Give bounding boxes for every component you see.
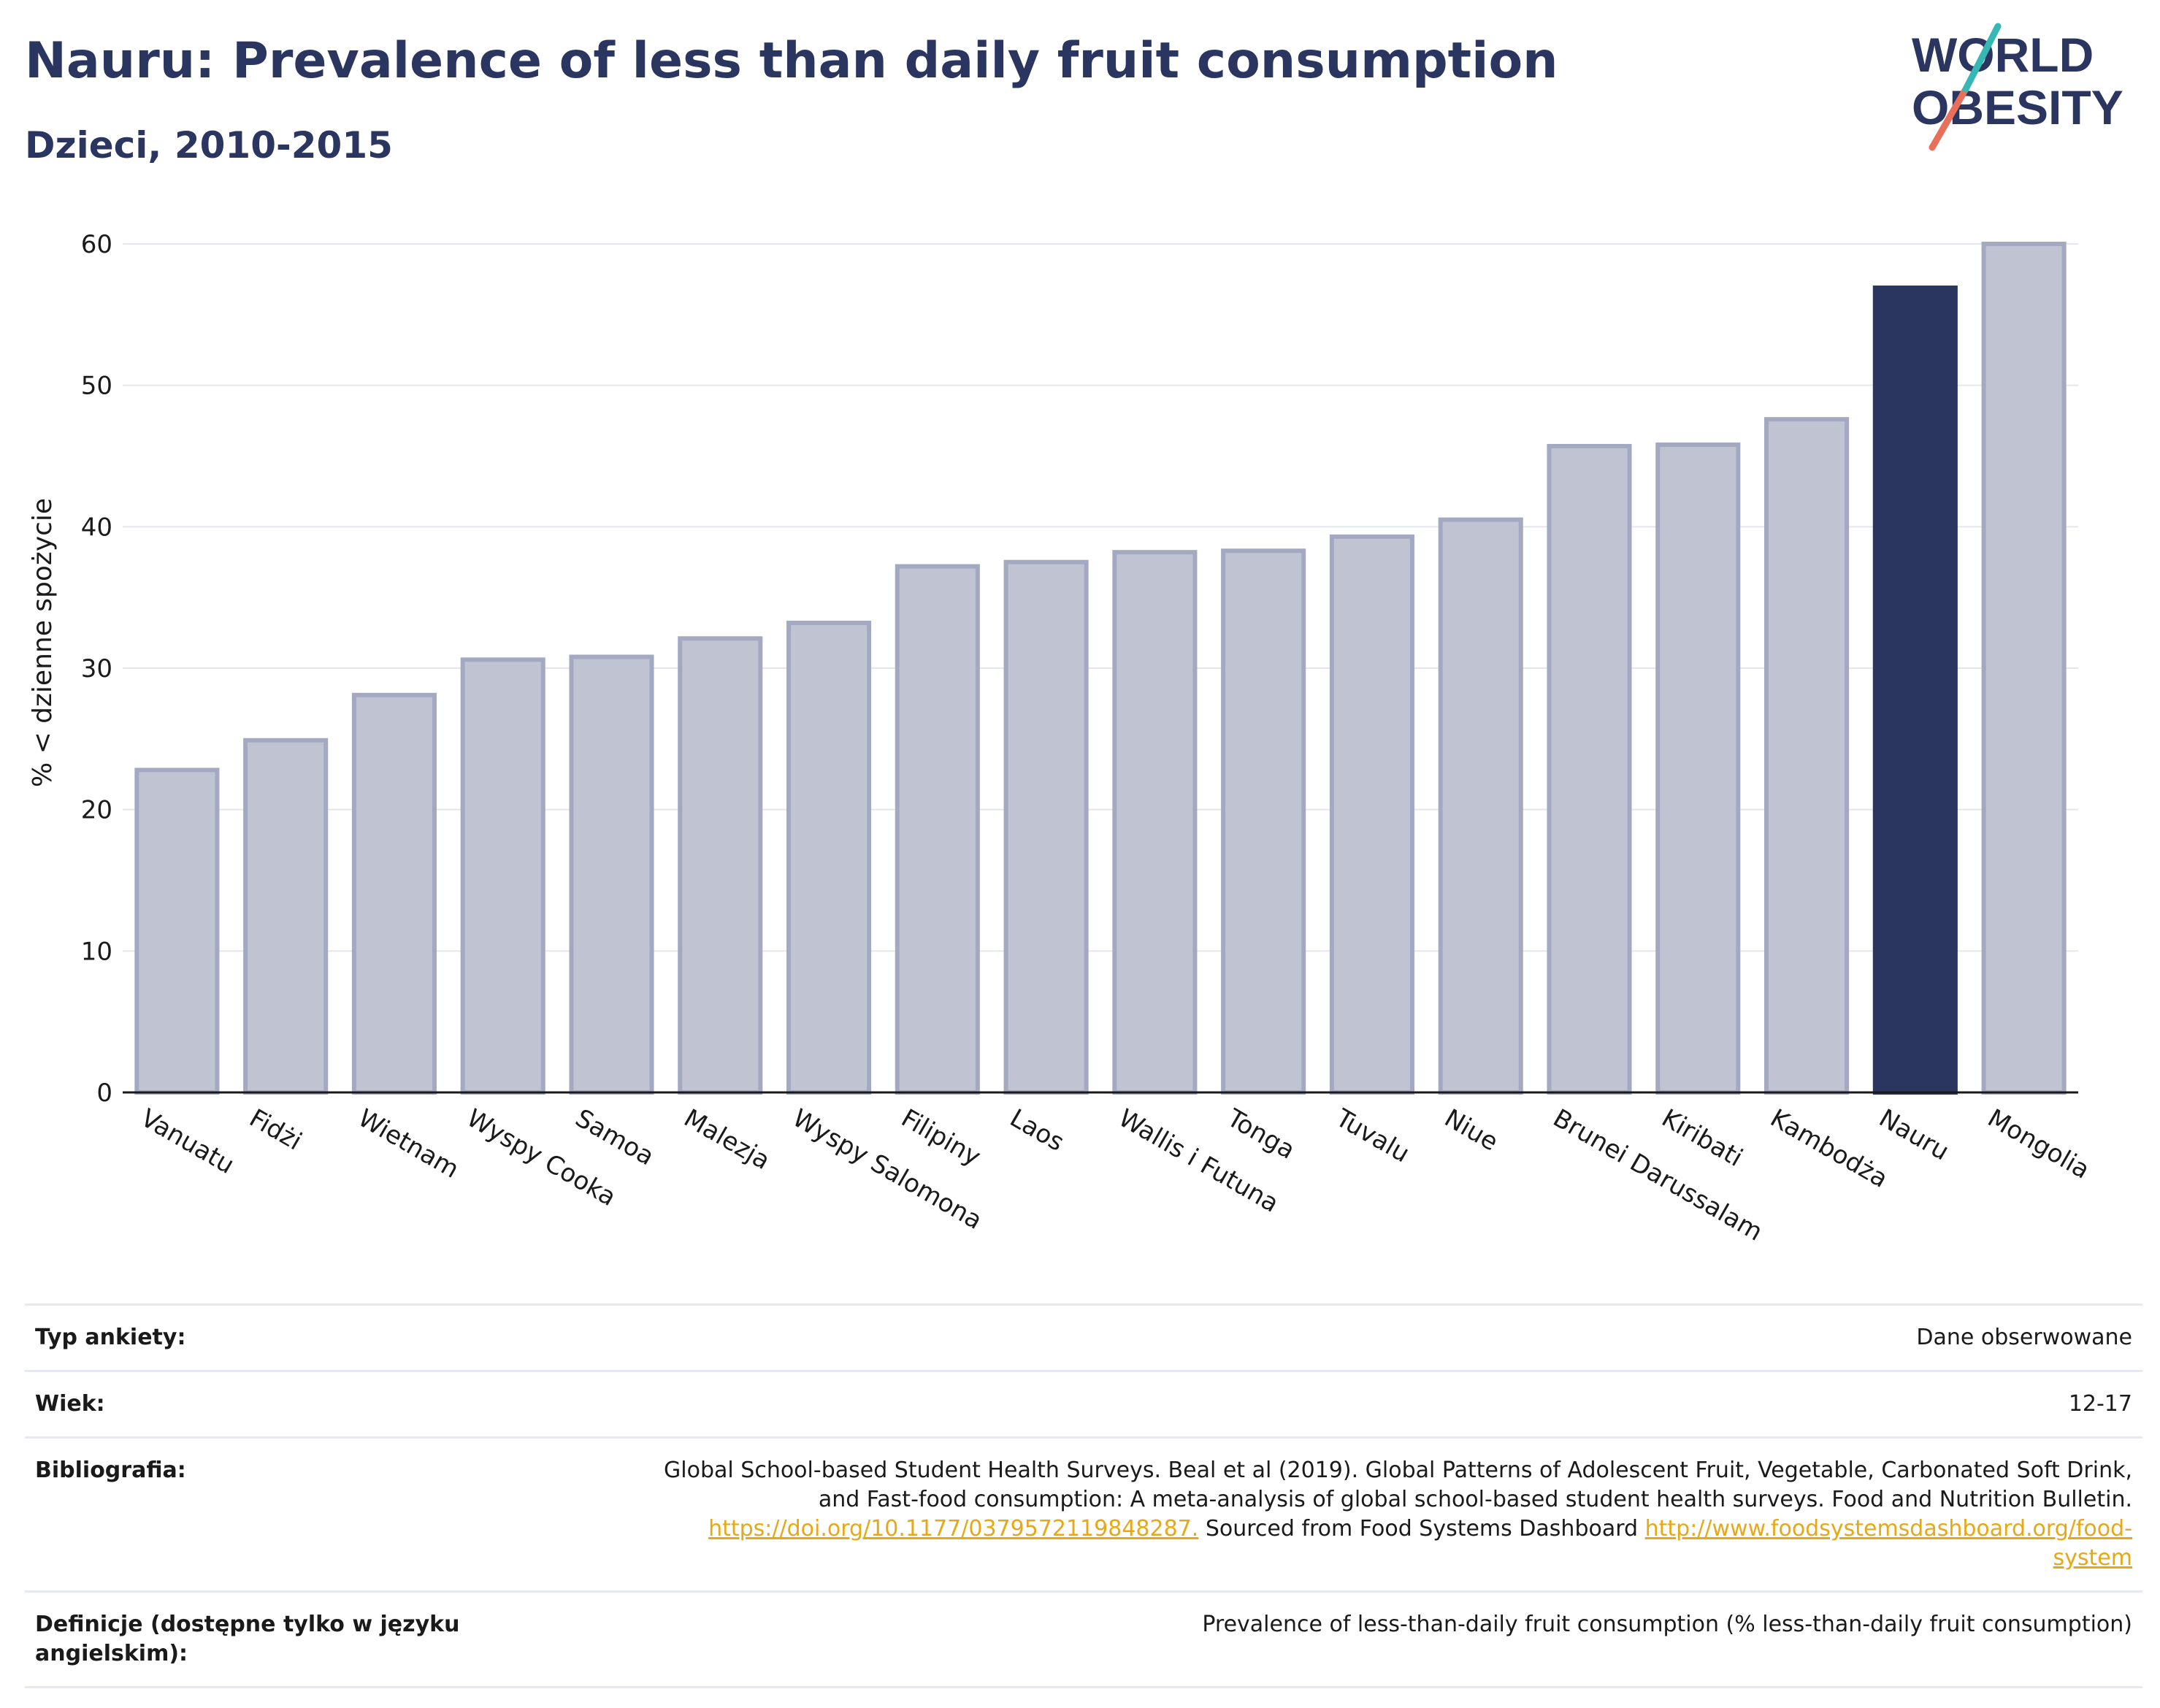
bar-malezja <box>678 636 763 1095</box>
survey-type-row: Typ ankiety: Dane obserwowane <box>25 1303 2142 1370</box>
x-tick-label: Vanuatu <box>136 1103 239 1180</box>
bar-mongolia <box>1981 242 2067 1095</box>
x-tick-label: Kiribati <box>1657 1103 1747 1173</box>
y-tick-label: 30 <box>81 654 112 683</box>
page-subtitle: Dzieci, 2010-2015 <box>25 124 393 166</box>
x-tick-label: Fidżi <box>245 1103 307 1156</box>
x-tick-label: Tuvalu <box>1330 1103 1414 1169</box>
page-title: Nauru: Prevalence of less than daily fru… <box>25 32 1558 90</box>
definitions-value: Prevalence of less-than-daily fruit cons… <box>1202 1612 2132 1637</box>
x-tick-label: Nauru <box>1874 1103 1954 1166</box>
bibliography-label: Bibliografia: <box>35 1458 186 1483</box>
y-axis-label: % < dzienne spożycie <box>28 498 58 787</box>
bar-filipiny <box>895 564 980 1095</box>
definitions-label: Definicje (dostępne tylko w języku angie… <box>35 1612 460 1666</box>
x-tick-label: Brunei Darussalam <box>1548 1103 1767 1247</box>
bar-fidżi <box>243 738 329 1095</box>
bar-vanuatu <box>134 767 220 1095</box>
y-tick-label: 20 <box>81 796 112 825</box>
bar-tuvalu <box>1329 534 1414 1095</box>
x-tick-label: Malezja <box>679 1103 775 1176</box>
world-obesity-logo: WORLD OBESITY <box>1912 23 2123 151</box>
doi-link[interactable]: https://doi.org/10.1177/0379572119848287… <box>708 1516 1199 1542</box>
age-value: 12-17 <box>2068 1391 2132 1417</box>
y-tick-labels: 0 10 20 30 40 50 60 <box>81 230 112 1108</box>
food-systems-link[interactable]: http://www.foodsystemsdashboard.org/food… <box>1644 1516 2132 1542</box>
bibliography-text-2: and Fast-food consumption: A meta-analys… <box>818 1487 2132 1512</box>
bar-wyspy-cooka <box>460 657 545 1095</box>
bibliography-text-3: Sourced from Food Systems Dashboard <box>1198 1516 1645 1542</box>
bar-wietnam <box>351 692 437 1095</box>
x-tick-label: Niue <box>1439 1103 1503 1157</box>
bar-samoa <box>569 654 654 1095</box>
age-label: Wiek: <box>35 1391 105 1417</box>
definitions-row: Definicje (dostępne tylko w języku angie… <box>25 1590 2142 1688</box>
survey-type-label: Typ ankiety: <box>35 1325 186 1350</box>
x-tick-label: Laos <box>1005 1103 1069 1157</box>
logo-slash-red <box>1929 85 1969 151</box>
x-tick-label: Filipiny <box>896 1103 985 1172</box>
x-tick-label: Wietnam <box>353 1103 464 1184</box>
bars <box>134 242 2067 1095</box>
bar-tonga <box>1221 548 1306 1095</box>
bar-kambodża <box>1764 417 1850 1095</box>
logo-line-1: WORLD <box>1912 28 2094 82</box>
bar-wyspy-salomona <box>786 621 872 1095</box>
x-tick-label: Tonga <box>1222 1103 1300 1165</box>
x-tick-label: Mongolia <box>1983 1103 2094 1185</box>
bar-niue <box>1438 517 1523 1095</box>
bibliography-value: Global School-based Student Health Surve… <box>473 1456 2132 1573</box>
age-row: Wiek: 12-17 <box>25 1370 2142 1436</box>
bar-kiribati <box>1655 443 1741 1095</box>
bar-laos <box>1003 559 1089 1095</box>
x-tick-label: Kambodża <box>1766 1103 1893 1194</box>
bar-brunei-darussalam <box>1547 443 1632 1095</box>
survey-type-value: Dane obserwowane <box>1916 1325 2132 1350</box>
y-tick-label: 0 <box>96 1079 112 1108</box>
y-tick-label: 40 <box>81 513 112 542</box>
y-tick-label: 50 <box>81 372 112 401</box>
y-tick-label: 10 <box>81 937 112 966</box>
bar-nauru <box>1872 286 1958 1095</box>
bar-wallis-i-futuna <box>1112 550 1198 1095</box>
bibliography-row: Bibliografia: Global School-based Studen… <box>25 1436 2142 1590</box>
y-tick-label: 60 <box>81 230 112 259</box>
x-tick-label: Samoa <box>570 1103 659 1171</box>
logo-slash-teal <box>1962 23 2002 93</box>
food-systems-link-cont[interactable]: system <box>2053 1545 2132 1571</box>
info-table: Typ ankiety: Dane obserwowane Wiek: 12-1… <box>25 1303 2142 1688</box>
x-tick-label: Wyspy Salomona <box>788 1103 987 1236</box>
bibliography-text-1: Global School-based Student Health Surve… <box>664 1458 2132 1483</box>
